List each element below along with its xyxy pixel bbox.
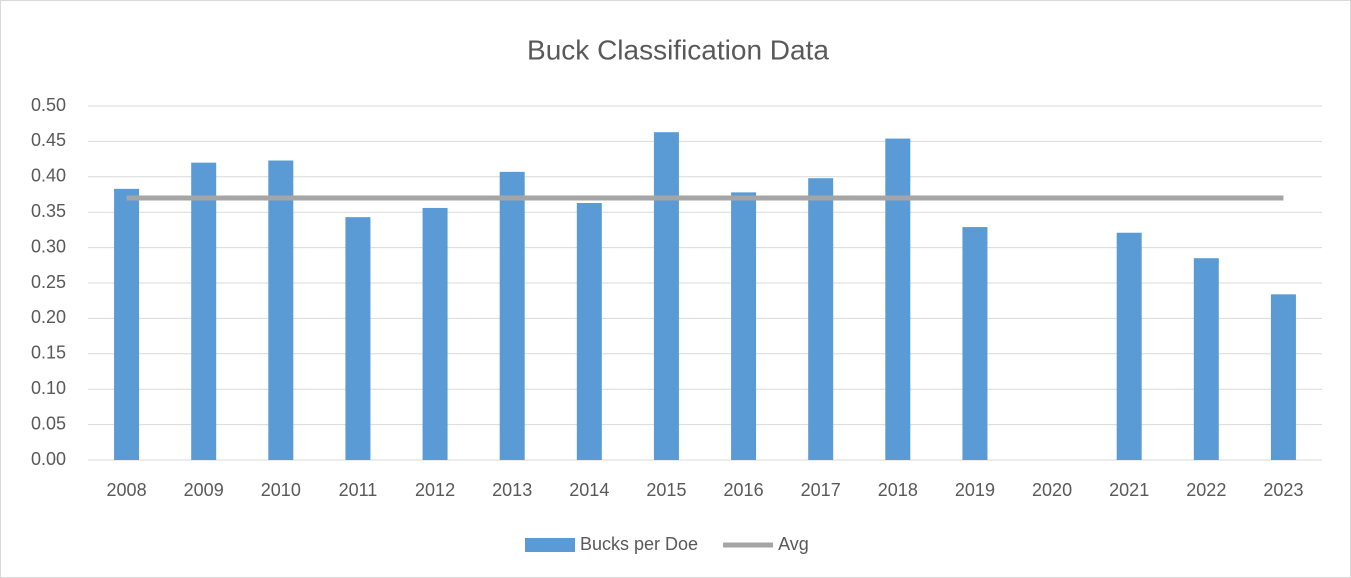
- y-tick-label: 0.25: [31, 272, 66, 292]
- y-tick-label: 0.05: [31, 413, 66, 433]
- legend-swatch: [525, 538, 575, 552]
- y-tick-label: 0.40: [31, 166, 66, 186]
- bar: [731, 192, 757, 460]
- bar: [576, 202, 602, 460]
- y-tick-label: 0.30: [31, 236, 66, 256]
- x-tick-label: 2011: [339, 480, 378, 500]
- x-tick-label: 2017: [801, 480, 841, 500]
- x-tick-label: 2015: [646, 480, 686, 500]
- y-tick-label: 0.00: [31, 449, 66, 469]
- bar: [1116, 232, 1142, 460]
- chart-title: Buck Classification Data: [527, 34, 829, 65]
- bar: [808, 178, 834, 460]
- x-tick-label: 2009: [184, 480, 224, 500]
- legend-label: Bucks per Doe: [580, 534, 698, 554]
- y-tick-label: 0.10: [31, 378, 66, 398]
- legend-label: Avg: [778, 534, 809, 554]
- bar: [1193, 258, 1219, 460]
- x-tick-label: 2016: [724, 480, 764, 500]
- y-tick-label: 0.50: [31, 95, 66, 115]
- bar: [1270, 294, 1296, 460]
- x-tick-label: 2008: [107, 480, 147, 500]
- bar: [268, 160, 294, 461]
- x-tick-label: 2021: [1109, 480, 1149, 500]
- y-tick-label: 0.45: [31, 130, 66, 150]
- bar: [885, 138, 911, 460]
- x-tick-label: 2019: [955, 480, 995, 500]
- x-tick-label: 2012: [415, 480, 455, 500]
- bar: [191, 162, 217, 460]
- x-tick-label: 2014: [569, 480, 609, 500]
- y-tick-label: 0.35: [31, 201, 66, 221]
- x-tick-label: 2010: [261, 480, 301, 500]
- x-tick-label: 2013: [492, 480, 532, 500]
- y-tick-label: 0.20: [31, 307, 66, 327]
- bar: [114, 188, 140, 460]
- x-tick-label: 2018: [878, 480, 918, 500]
- bar: [499, 171, 525, 460]
- x-tick-label: 2023: [1263, 480, 1303, 500]
- bar: [422, 207, 448, 460]
- bar: [345, 217, 371, 460]
- bar: [962, 227, 988, 460]
- x-tick-label: 2020: [1032, 480, 1072, 500]
- bar: [653, 132, 679, 461]
- x-tick-label: 2022: [1186, 480, 1226, 500]
- y-tick-label: 0.15: [31, 343, 66, 363]
